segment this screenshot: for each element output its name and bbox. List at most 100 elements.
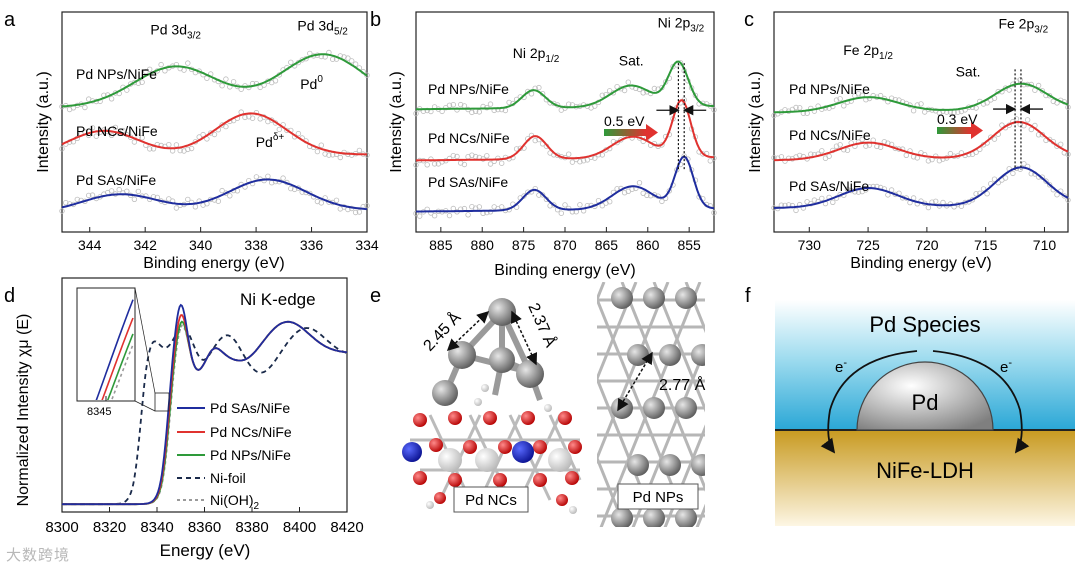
panel-b-shift-arrow (604, 129, 646, 136)
panel-a-legend-ncs: Pd NCs/NiFe (76, 123, 158, 139)
raw-data-point (833, 143, 840, 149)
raw-data-point (185, 196, 191, 203)
peak-annotation: Pd 3d5/2 (297, 18, 348, 38)
panel-a-legend-nps: Pd NPs/NiFe (76, 66, 157, 82)
annotation-base: Pd 3d (297, 18, 334, 34)
raw-data-point (139, 79, 145, 85)
raw-data-point (112, 124, 119, 131)
raw-data-point (837, 142, 843, 148)
pd-atom (659, 564, 681, 569)
x-tick-label: 338 (244, 237, 268, 253)
raw-data-point (819, 195, 825, 202)
distance-marker-2 (510, 310, 538, 366)
raw-data-point (487, 101, 494, 107)
raw-data-point (249, 115, 256, 121)
x-tick-label: 8320 (93, 519, 126, 536)
pd-nps-structure: 2.77 Å Pd NPs (597, 282, 706, 569)
legend-label-nioh2-base: Ni(OH) (210, 492, 254, 508)
raw-data-point (973, 191, 979, 197)
annotation-subscript: 3/2 (187, 30, 201, 41)
raw-data-point (337, 154, 343, 161)
raw-data-point (454, 153, 460, 160)
raw-data-point (74, 196, 80, 203)
raw-data-point (158, 61, 164, 68)
electron-flow-arrow-left (820, 350, 918, 454)
raw-data-point (124, 188, 130, 194)
raw-data-point (1046, 182, 1053, 188)
raw-data-point (465, 212, 471, 218)
raw-data-point (819, 148, 825, 154)
raw-data-point (431, 161, 438, 167)
raw-data-point (797, 152, 803, 159)
raw-data-point (621, 189, 628, 196)
raw-data-point (185, 60, 191, 66)
raw-data-point (999, 122, 1005, 128)
raw-data-point (711, 209, 717, 216)
panel-c-shift-arrow (937, 127, 971, 134)
x-tick-label: 8300 (45, 519, 78, 536)
x-tick-label: 8340 (140, 519, 173, 536)
panel-c-legend-nps: Pd NPs/NiFe (789, 81, 870, 97)
annotation-base: Sat. (619, 53, 644, 69)
lattice-bond (620, 282, 705, 492)
raw-data-point (793, 104, 799, 111)
x-tick-label: 8400 (283, 519, 316, 536)
raw-data-point (63, 199, 69, 206)
raw-data-point (166, 141, 172, 148)
fit-line-pdncsnife (416, 99, 715, 162)
raw-data-point (644, 192, 650, 198)
raw-data-point (131, 79, 138, 86)
peak-annotation: Ni 2p3/2 (658, 14, 705, 34)
raw-data-point (431, 212, 438, 219)
raw-data-point (513, 146, 520, 152)
raw-data-point (918, 101, 924, 107)
raw-data-point (677, 60, 684, 66)
x-tick-label: 870 (553, 237, 577, 253)
panel-b-ylabel: Intensity (a.u.) (388, 71, 405, 172)
raw-data-point (146, 66, 153, 72)
raw-data-point (599, 202, 605, 209)
raw-data-point (636, 180, 643, 186)
x-tick-label: 8360 (188, 519, 221, 536)
pd-atom (489, 347, 515, 373)
peak-annotation: Pd0 (300, 74, 323, 92)
panel-e-letter: e (370, 285, 381, 307)
electron-label-left-charge: - (843, 357, 847, 369)
raw-data-point (461, 161, 468, 168)
hydrogen-atoms (426, 384, 577, 514)
raw-data-point (131, 139, 138, 145)
panel-b-xlabel: Binding energy (eV) (494, 262, 635, 279)
raw-data-point (793, 207, 799, 214)
raw-data-point (499, 204, 505, 210)
panel-c-legend-ncs: Pd NCs/NiFe (789, 127, 871, 143)
pd-atom (675, 397, 697, 419)
raw-data-point (625, 79, 631, 85)
raw-data-point (314, 148, 321, 155)
x-tick-label: 855 (677, 237, 701, 253)
raw-data-point (532, 185, 538, 192)
legend-label-nps: Pd NPs/NiFe (210, 447, 291, 463)
raw-data-point (521, 193, 527, 199)
raw-data-point (116, 186, 122, 193)
raw-data-point (621, 87, 628, 94)
pd-atom (611, 397, 633, 419)
panel-c-plot (771, 69, 1071, 214)
raw-data-point (458, 101, 464, 108)
annotation-base: Fe 2p (998, 16, 1034, 32)
raw-data-point (707, 158, 713, 164)
panel-b-shift-label: 0.5 eV (604, 113, 645, 129)
fit-line-pdsasnife (773, 166, 1069, 209)
raw-data-point (89, 125, 96, 131)
raw-data-point (866, 184, 873, 190)
raw-data-point (1021, 161, 1027, 167)
x-tick-label: 340 (189, 237, 213, 253)
pd-atom (516, 360, 544, 388)
panel-d-legend: Pd SAs/NiFe Pd NCs/NiFe Pd NPs/NiFe Ni-f… (177, 400, 292, 512)
xanes-line-pdsasnife (62, 303, 347, 506)
panel-a-ticks: 344 342 340 338 336 334 (78, 227, 379, 253)
panel-d-zoom-line-2 (134, 400, 156, 412)
panel-f-letter: f (745, 285, 751, 307)
raw-data-point (577, 158, 583, 165)
